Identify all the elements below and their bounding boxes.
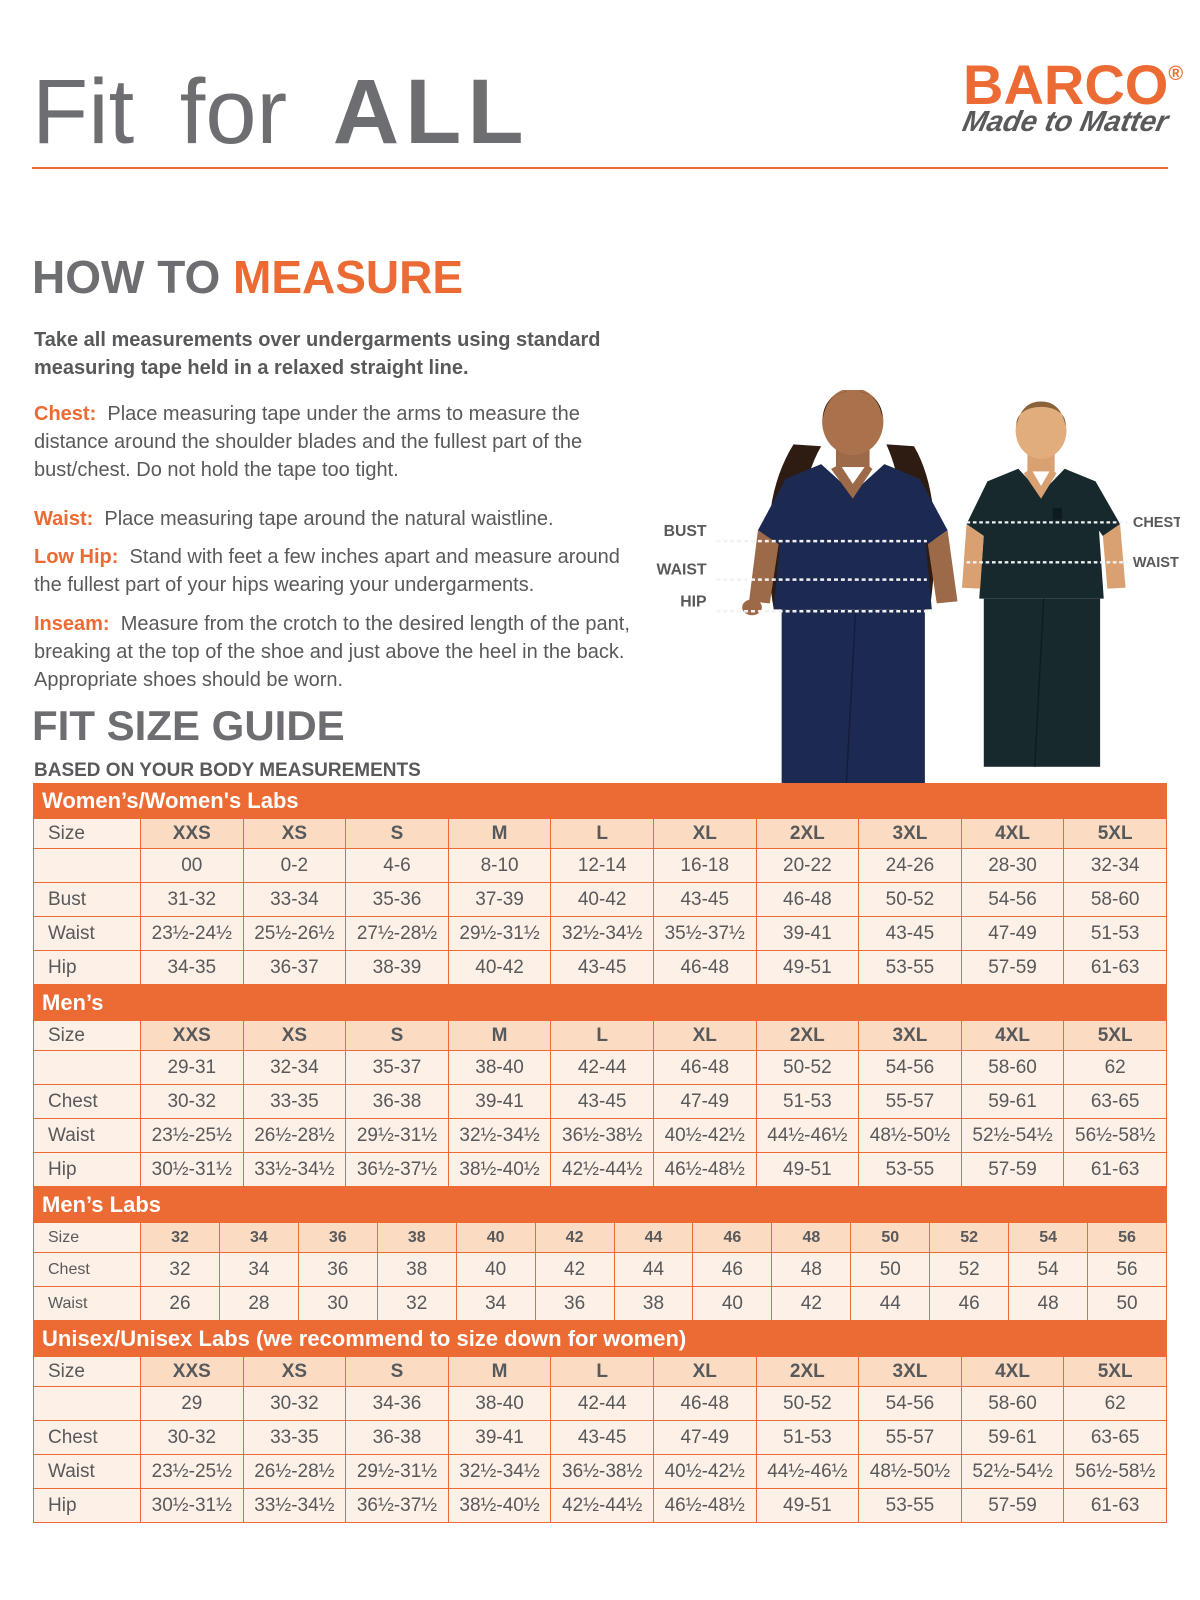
svg-text:BUST: BUST	[664, 523, 707, 540]
svg-text:WAIST: WAIST	[657, 562, 707, 579]
svg-text:CHEST: CHEST	[1133, 515, 1180, 531]
svg-text:WAIST: WAIST	[1133, 555, 1179, 571]
svg-text:HIP: HIP	[680, 593, 706, 610]
